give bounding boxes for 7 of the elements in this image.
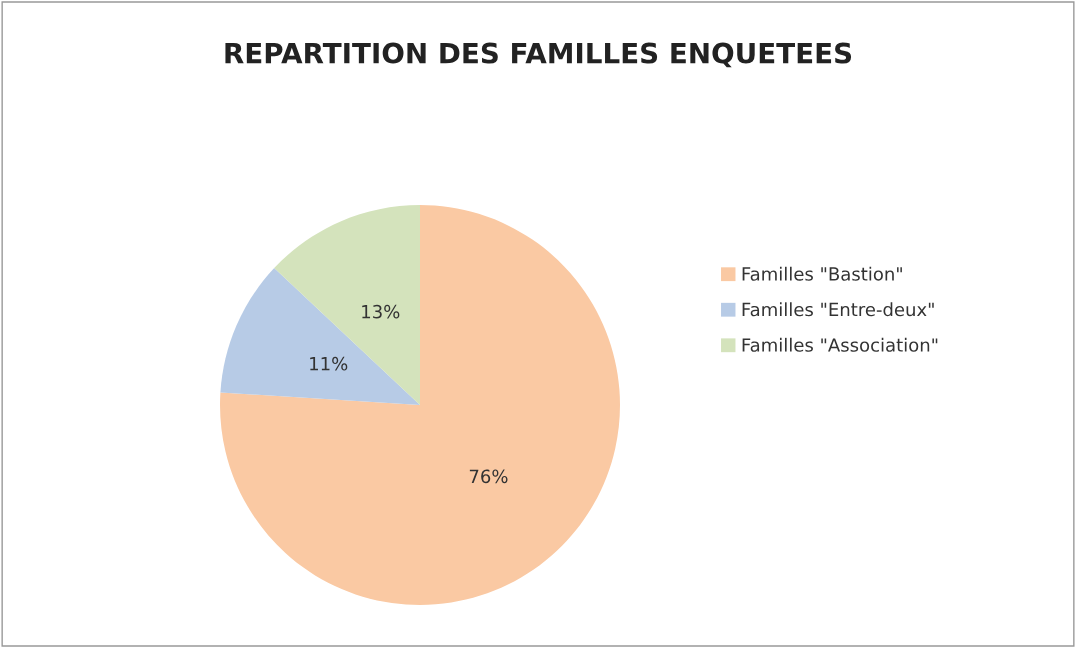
legend-label: Familles "Bastion" xyxy=(742,266,902,281)
data-label: 11% xyxy=(310,356,348,371)
legend-label: Familles "Entre-deux" xyxy=(742,302,934,317)
legend-label: Familles "Association" xyxy=(742,337,938,352)
chart-title: REPARTITION DES FAMILLES ENQUETEES xyxy=(225,42,852,68)
data-label: 13% xyxy=(362,304,400,319)
data-label: 76% xyxy=(469,469,508,484)
